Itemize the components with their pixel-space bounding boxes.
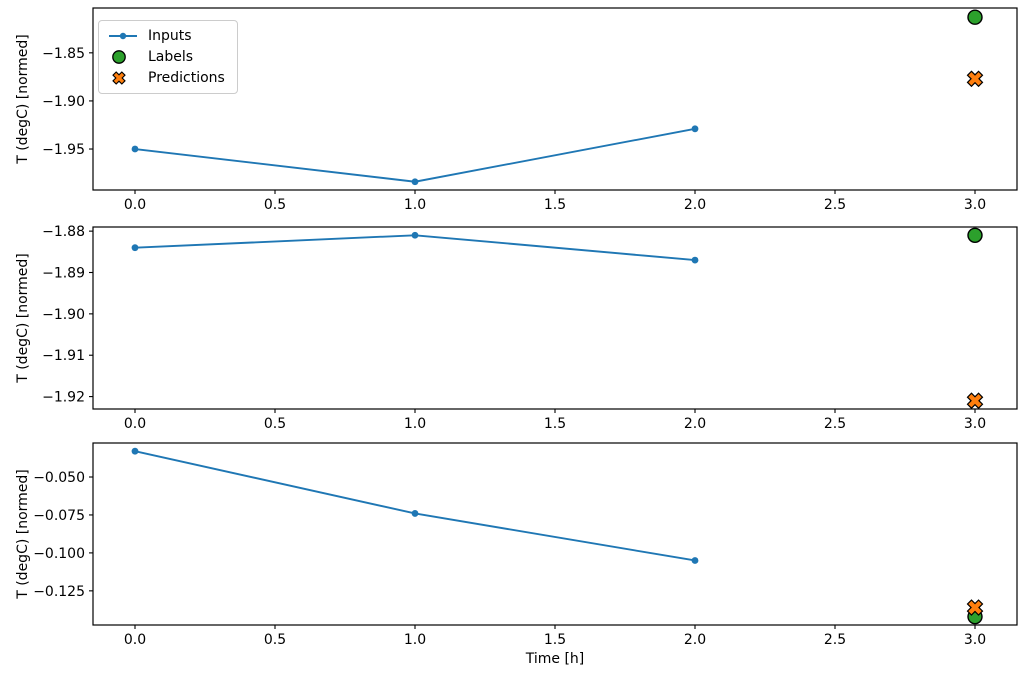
y-tick-label: −0.100 [33,546,85,562]
legend-item-inputs: Inputs [107,26,225,46]
data-point [411,178,419,186]
inputs-line [134,234,696,262]
prediction-marker [966,392,984,410]
legend: Inputs Labels Predictions [98,20,238,94]
axes-frame [92,226,1018,410]
legend-label: Predictions [148,70,225,86]
prediction-marker [966,599,984,616]
x-tick-label: 2.5 [824,632,846,648]
y-tick-label: −1.95 [42,142,85,158]
data-point [691,125,699,133]
x-tick-label: 1.5 [544,632,566,648]
x-tick-label: 1.0 [404,416,426,432]
data-point [691,256,699,264]
x-tick-label: 1.0 [404,632,426,648]
label-marker [967,227,983,243]
x-tick-label: 0.5 [264,416,286,432]
y-tick-label: −1.88 [42,224,85,240]
x-tick-label: 2.0 [684,632,706,648]
x-tick-label: 2.5 [824,416,846,432]
x-tick-label: 1.0 [404,197,426,213]
y-axis-label-top: T (degC) [normed] [15,34,31,164]
legend-label: Labels [148,49,194,65]
subplot-2: −0.050 −0.075 −0.100 −0.125 0.0 0.5 1.0 1.5 2.0 2… [33,442,1018,648]
subplot-1: −1.88 −1.89 −1.90 −1.91 −1.92 0.0 0.5 1.0 1.5 2.0… [42,224,1018,432]
legend-label: Inputs [148,28,192,44]
y-tick-label: −1.89 [42,266,85,282]
data-point [131,145,139,153]
y-tick-label: −1.90 [42,94,85,110]
x-axis-label: Time [h] [525,651,585,667]
inputs-line-icon [109,32,137,40]
data-point [131,447,139,455]
y-axis-label-bottom: T (degC) [normed] [15,469,31,599]
x-tick-label: 1.5 [544,416,566,432]
x-tick-label: 2.0 [684,416,706,432]
x-tick-label: 3.0 [964,416,986,432]
legend-item-labels: Labels [107,47,225,67]
x-tick-label: 0.0 [124,197,146,213]
y-tick-label: −1.90 [42,307,85,323]
axes-frame [92,442,1018,626]
x-tick-label: 2.5 [824,197,846,213]
inputs-line [134,450,696,562]
x-tick-label: 1.5 [544,197,566,213]
predictions-x-icon [112,71,126,85]
data-point [411,510,419,517]
inputs-line [134,127,696,183]
y-tick-label: −1.92 [42,390,85,406]
subplot-0: −1.85 −1.90 −1.95 0.0 0.5 1.0 1.5 2.0 2.5 3.0 [42,7,1018,213]
label-marker [967,9,983,25]
data-point [411,231,419,239]
x-tick-label: 2.0 [684,197,706,213]
x-tick-label: 0.0 [124,632,146,648]
x-tick-label: 0.0 [124,416,146,432]
y-tick-label: −1.85 [42,46,85,62]
data-point [131,244,139,252]
y-tick-label: −1.91 [42,348,85,364]
x-tick-label: 0.5 [264,197,286,213]
y-tick-label: −0.075 [33,508,85,524]
data-point [691,557,699,564]
x-tick-label: 3.0 [964,632,986,648]
y-tick-label: −0.125 [33,584,85,600]
axes-frame [92,7,1018,191]
legend-item-predictions: Predictions [107,68,225,88]
labels-circle-icon [112,50,126,64]
x-tick-label: 0.5 [264,632,286,648]
y-axis-label-middle: T (degC) [normed] [15,253,31,383]
x-tick-label: 3.0 [964,197,986,213]
prediction-marker [966,70,984,88]
y-tick-label: −0.050 [33,470,85,486]
